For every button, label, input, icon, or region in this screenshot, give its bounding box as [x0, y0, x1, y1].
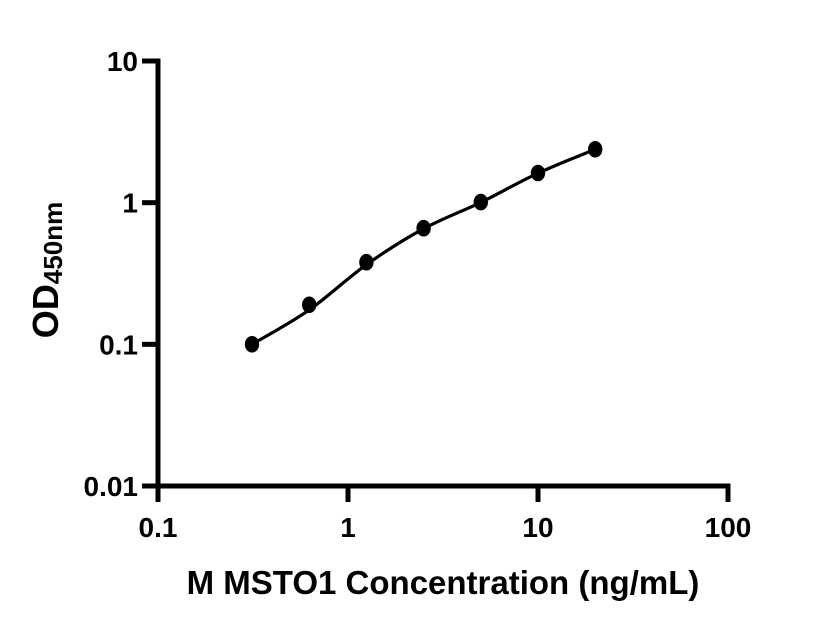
data-point [416, 219, 431, 237]
plot-area [244, 141, 603, 353]
x-tick-label: 1 [340, 512, 356, 543]
y-tick-label: 10 [107, 46, 138, 77]
data-point [244, 336, 260, 353]
y-axis-ticks [142, 58, 158, 489]
x-tick-label: 10 [522, 512, 553, 543]
axis-spines [155, 58, 731, 489]
x-tick-label: 100 [705, 512, 752, 543]
y-tick-label: 0.1 [99, 329, 138, 360]
data-point-markers [244, 141, 603, 353]
y-tick-label: 1 [122, 188, 138, 219]
y-axis-title-subscript: 450nm [38, 202, 68, 284]
data-point [530, 164, 546, 182]
data-point [302, 296, 317, 314]
y-tick-label: 0.01 [84, 471, 139, 502]
data-point [588, 141, 603, 158]
y-axis-title: OD450nm [25, 202, 68, 338]
data-point [359, 253, 374, 271]
x-tick-label: 0.1 [139, 512, 178, 543]
y-axis-tick-labels: 10 1 0.1 0.01 [84, 46, 139, 502]
x-axis-tick-labels: 0.1 1 10 100 [139, 512, 752, 543]
data-point [473, 193, 488, 211]
fit-curve-line [251, 147, 596, 346]
x-axis-ticks [155, 486, 731, 502]
y-axis-title-main: OD [25, 284, 66, 338]
x-axis-title: M MSTO1 Concentration (ng/mL) [187, 564, 700, 601]
